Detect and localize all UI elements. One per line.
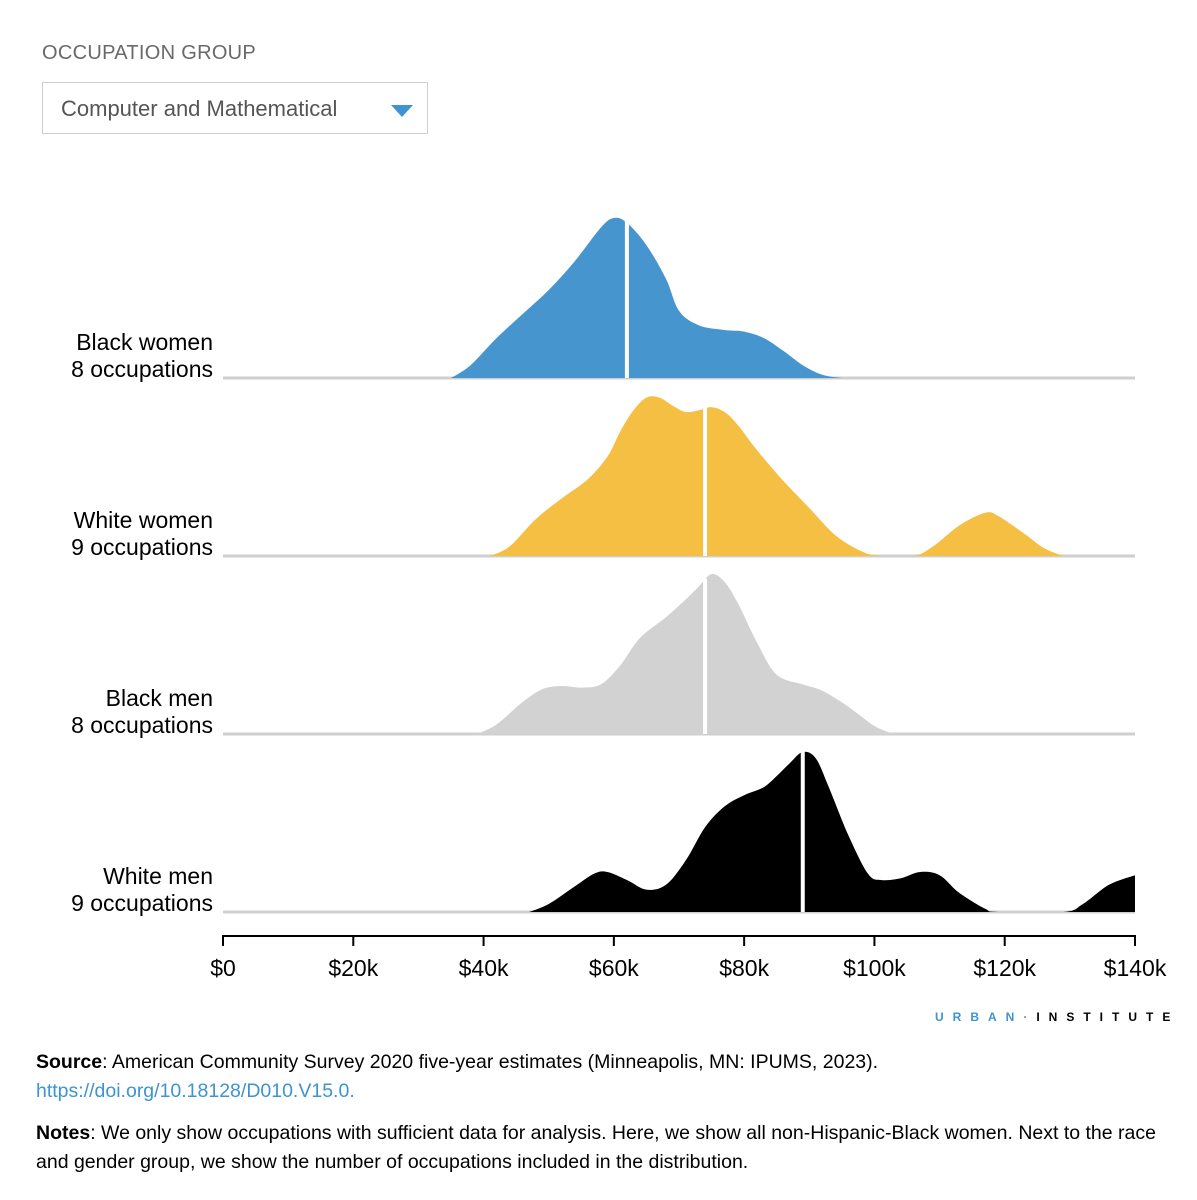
black-women-density-area [451,217,842,378]
x-tick-label: $0 [210,955,236,981]
x-tick-label: $100k [843,955,906,981]
x-tick-label: $140k [1104,955,1167,981]
source-text: : American Community Survey 2020 five-ye… [102,1051,879,1073]
x-tick-label: $120k [973,955,1036,981]
occupation-group-dropdown[interactable]: Computer and Mathematical [42,82,428,134]
notes-note: Notes: We only show occupations with suf… [36,1119,1166,1177]
black-men-label: Black men [106,685,213,711]
black-women-occupation-count: 8 occupations [71,356,213,382]
notes-text: : We only show occupations with sufficie… [36,1122,1156,1173]
notes-label: Notes [36,1122,91,1144]
triangle-down-icon[interactable] [391,105,413,117]
x-tick-label: $40k [459,955,509,981]
x-tick-label: $20k [328,955,378,981]
x-tick-label: $80k [719,955,769,981]
black-men-occupation-count: 8 occupations [71,712,213,738]
white-women-occupation-count: 9 occupations [71,534,213,560]
white-men-density-area [529,751,1135,912]
source-link[interactable]: https://doi.org/10.18128/D010.V15.0. [36,1080,355,1102]
dropdown-selected-value: Computer and Mathematical [61,96,338,121]
urban-institute-logo: URBAN·INSTITUTE [935,1010,1180,1024]
white-women-label: White women [74,507,213,533]
x-tick-label: $60k [589,955,639,981]
source-label: Source [36,1051,103,1073]
black-women-label: Black women [76,329,213,355]
source-note: Source: American Community Survey 2020 f… [36,1048,1166,1106]
filter-label: OCCUPATION GROUP [42,42,257,64]
white-women-density-area [490,396,1064,556]
white-men-label: White men [103,863,213,889]
white-men-occupation-count: 9 occupations [71,890,213,916]
black-men-density-area [477,573,894,734]
